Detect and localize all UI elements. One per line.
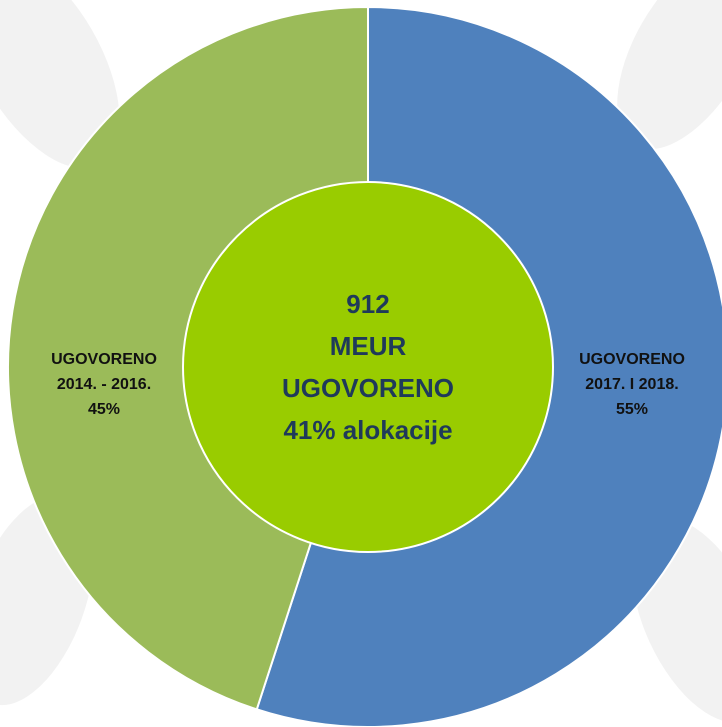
slice-label: UGOVORENO <box>51 351 157 368</box>
value-label: 55% <box>616 401 648 418</box>
center-text: 41% alokacije <box>283 415 452 445</box>
center-circle <box>183 182 553 552</box>
value-label: 45% <box>88 401 120 418</box>
center-text: 912 <box>346 289 389 319</box>
center-text: MEUR <box>330 331 407 361</box>
slice-label: 2014. - 2016. <box>57 376 151 393</box>
slice-label: UGOVORENO <box>579 351 685 368</box>
center-text: UGOVORENO <box>282 373 454 403</box>
chart: UGOVORENO 2017. I 2018. 55% UGOVORENO 2014. … <box>0 0 722 727</box>
slice-label: 2017. I 2018. <box>585 376 678 393</box>
